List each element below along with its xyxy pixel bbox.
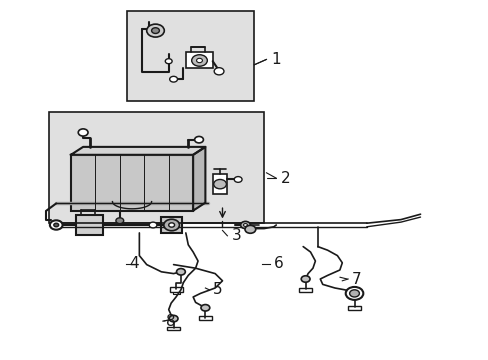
Circle shape xyxy=(151,28,159,33)
Bar xyxy=(199,316,211,320)
Text: 7: 7 xyxy=(351,271,361,287)
Circle shape xyxy=(168,223,174,227)
Circle shape xyxy=(169,315,178,322)
Bar xyxy=(167,327,180,330)
Circle shape xyxy=(244,225,255,233)
Text: 1: 1 xyxy=(271,52,281,67)
Circle shape xyxy=(240,221,250,229)
Circle shape xyxy=(243,224,247,226)
Polygon shape xyxy=(193,147,205,211)
Circle shape xyxy=(116,218,123,224)
Circle shape xyxy=(163,219,179,231)
Circle shape xyxy=(191,55,207,66)
Circle shape xyxy=(349,290,359,297)
Text: 8: 8 xyxy=(166,314,176,329)
Text: 5: 5 xyxy=(212,282,222,297)
Circle shape xyxy=(234,177,242,183)
Bar xyxy=(212,174,227,194)
Bar xyxy=(185,52,212,68)
Bar xyxy=(299,288,311,292)
Bar xyxy=(127,11,254,101)
Text: 4: 4 xyxy=(129,256,139,271)
Bar xyxy=(76,215,102,235)
Polygon shape xyxy=(71,147,205,155)
Text: 2: 2 xyxy=(281,171,290,186)
Circle shape xyxy=(54,223,59,227)
Bar xyxy=(169,287,183,292)
Text: 6: 6 xyxy=(273,256,283,271)
Bar xyxy=(71,155,193,211)
Circle shape xyxy=(213,180,226,189)
Circle shape xyxy=(194,136,203,143)
Circle shape xyxy=(301,276,309,282)
Circle shape xyxy=(214,68,224,75)
Circle shape xyxy=(169,76,177,82)
Text: 3: 3 xyxy=(232,228,242,243)
Circle shape xyxy=(146,24,164,37)
Circle shape xyxy=(176,269,185,275)
Bar xyxy=(49,112,264,223)
Circle shape xyxy=(50,220,62,230)
Circle shape xyxy=(165,59,172,64)
Circle shape xyxy=(201,305,209,311)
Bar xyxy=(347,306,361,310)
Bar xyxy=(161,217,182,233)
Circle shape xyxy=(345,287,363,300)
Circle shape xyxy=(196,58,202,63)
Circle shape xyxy=(78,129,88,136)
Circle shape xyxy=(149,222,157,228)
